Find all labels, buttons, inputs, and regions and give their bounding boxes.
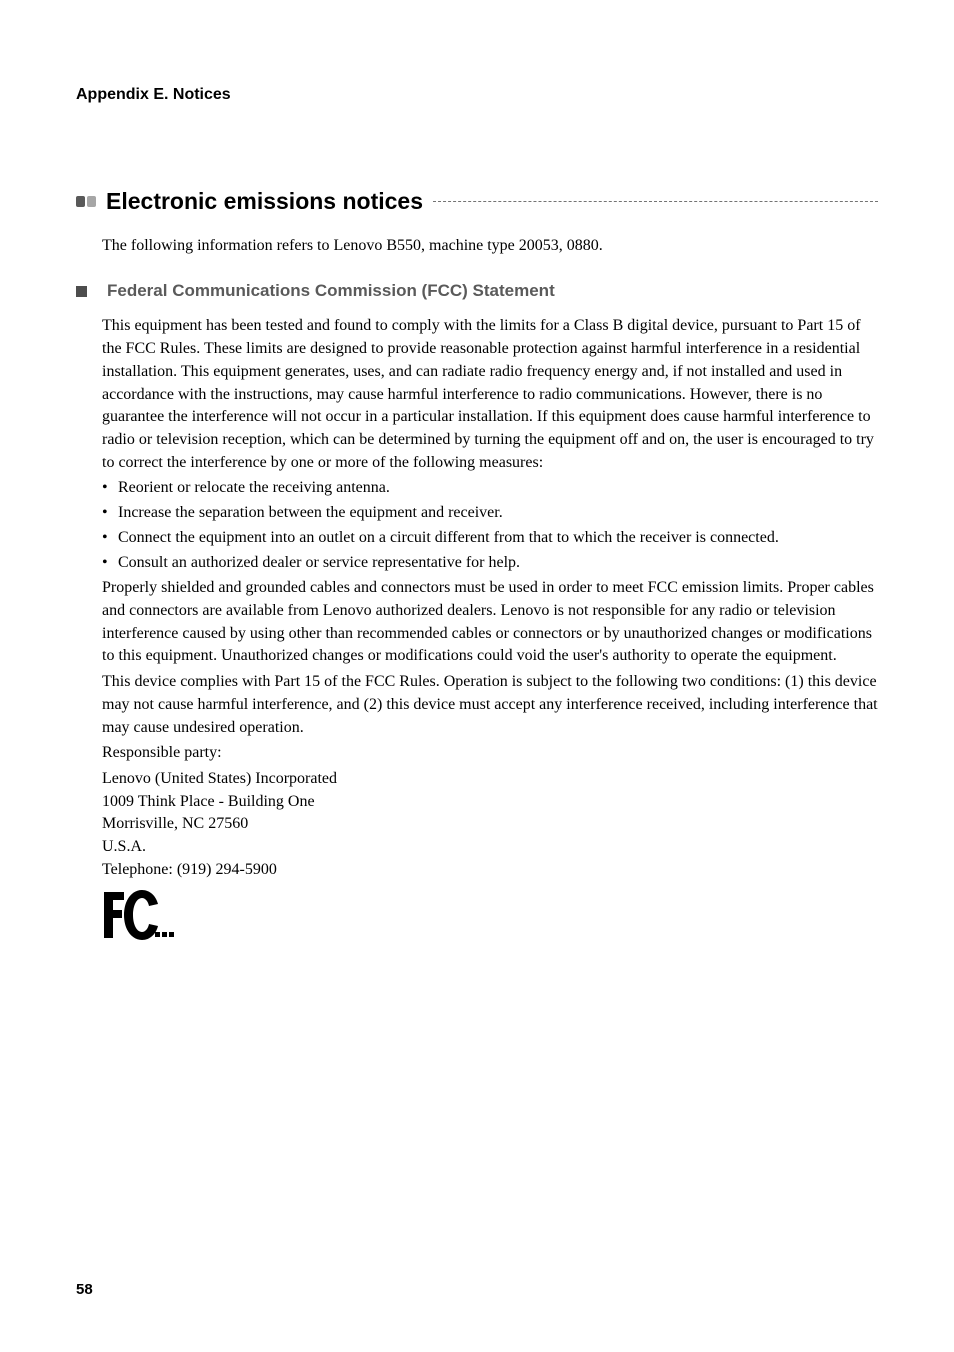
subsection-marker-icon: [76, 286, 87, 297]
fcc-logo-icon: [102, 888, 878, 947]
paragraph-3: This device complies with Part 15 of the…: [102, 671, 878, 739]
bullet-dark-icon: [76, 196, 85, 207]
section-title-row: Electronic emissions notices: [76, 188, 878, 215]
address-line: Morrisville, NC 27560: [102, 813, 878, 836]
list-item: Increase the separation between the equi…: [102, 502, 878, 525]
list-item: Connect the equipment into an outlet on …: [102, 527, 878, 550]
list-item: Reorient or relocate the receiving anten…: [102, 477, 878, 500]
paragraph-1: This equipment has been tested and found…: [102, 315, 878, 474]
address-line: U.S.A.: [102, 836, 878, 859]
address-line: 1009 Think Place - Building One: [102, 791, 878, 814]
responsible-party-label: Responsible party:: [102, 742, 878, 765]
list-item: Consult an authorized dealer or service …: [102, 552, 878, 575]
subsection-row: Federal Communications Commission (FCC) …: [76, 281, 878, 301]
section-bullets-icon: [76, 196, 96, 207]
address-line: Lenovo (United States) Incorporated: [102, 768, 878, 791]
page-number: 58: [76, 1281, 93, 1298]
bullet-list: Reorient or relocate the receiving anten…: [102, 477, 878, 574]
subsection-title: Federal Communications Commission (FCC) …: [107, 281, 555, 301]
telephone-line: Telephone: (919) 294-5900: [102, 859, 878, 882]
section-title: Electronic emissions notices: [106, 188, 423, 215]
bullet-light-icon: [87, 196, 96, 207]
address-block: Lenovo (United States) Incorporated 1009…: [102, 768, 878, 882]
appendix-header: Appendix E. Notices: [76, 86, 878, 104]
dashed-line-icon: [433, 201, 878, 202]
intro-text: The following information refers to Leno…: [102, 235, 878, 257]
paragraph-2: Properly shielded and grounded cables an…: [102, 577, 878, 668]
